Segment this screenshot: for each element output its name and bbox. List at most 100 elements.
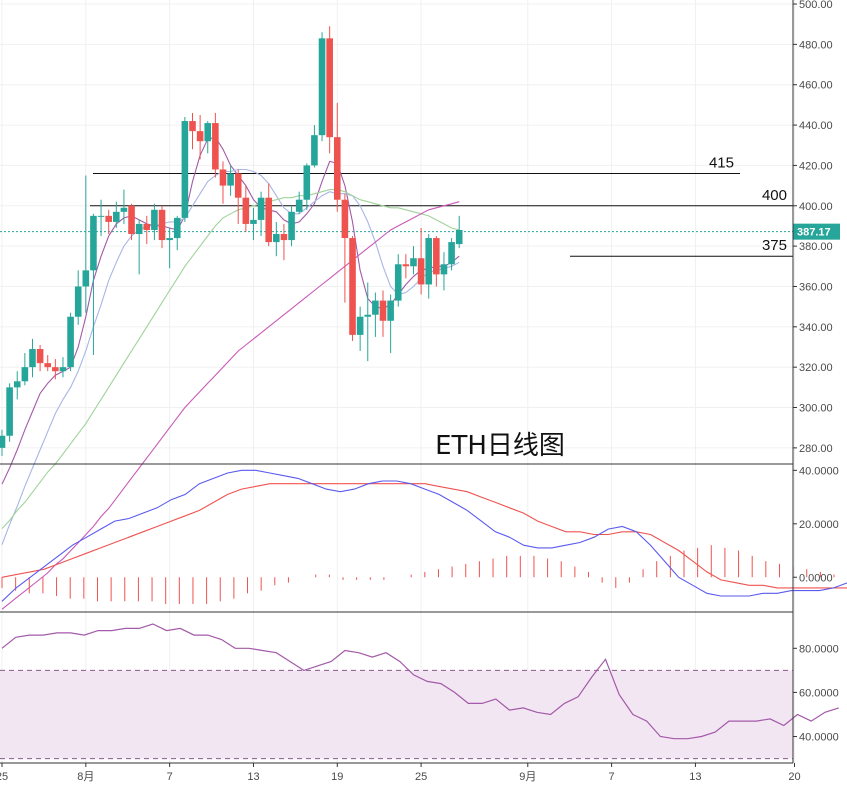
grid-lines [0, 0, 795, 763]
candle-body [372, 300, 379, 315]
candle-body [166, 238, 173, 241]
candle-body [59, 367, 67, 372]
candle-body [288, 211, 295, 241]
candle-body [273, 234, 280, 243]
candle-body [0, 435, 6, 448]
price-tick-label: 500.00 [799, 0, 833, 11]
candle-body [227, 173, 234, 186]
candle-body [204, 123, 212, 142]
candle-body [295, 199, 303, 212]
price-tick-label: 340.00 [799, 322, 833, 334]
support-resistance-levels: 415 400 375 387.17 [0, 154, 840, 257]
candle-body [151, 209, 158, 230]
macd-tick-label: 20.0000 [799, 519, 839, 531]
price-tick-label: 480.00 [799, 39, 833, 51]
candle-body [265, 197, 272, 243]
price-tick-label: 320.00 [799, 362, 833, 374]
date-tick-label: 8月 [77, 771, 94, 783]
candle-body [425, 238, 433, 285]
candle-body [196, 131, 204, 142]
ma-line [1, 201, 460, 610]
candle-body [105, 215, 112, 222]
macd-dea-line [1, 483, 847, 589]
candle-body [433, 238, 440, 275]
candle-body [29, 349, 36, 368]
macd-panel [1, 469, 847, 604]
candle-body [257, 197, 265, 220]
price-tick-label: 280.00 [799, 443, 833, 455]
date-tick-label: 7 [167, 771, 173, 783]
candlestick-series [0, 26, 463, 456]
candle-body [402, 264, 410, 267]
date-tick-label: 13 [247, 771, 259, 783]
last-price-tag [793, 223, 840, 240]
rsi-tick-label: 40.0000 [799, 732, 839, 744]
ma-line [1, 189, 460, 529]
candle-body [52, 367, 59, 372]
candle-body [364, 314, 372, 317]
candle-body [440, 264, 448, 275]
level-label: 415 [709, 154, 734, 171]
price-tick-label: 360.00 [799, 281, 833, 293]
level-label: 375 [762, 237, 787, 254]
macd-dif-line [1, 469, 847, 602]
candle-body [318, 38, 326, 136]
date-tick-label: 19 [331, 771, 343, 783]
candle-body [189, 121, 196, 132]
candle-body [6, 387, 13, 436]
candle-body [250, 219, 257, 224]
candle-body [128, 205, 135, 235]
candle-body [410, 258, 417, 267]
moving-average-lines [1, 136, 460, 610]
candle-body [212, 123, 219, 170]
candle-body [356, 316, 364, 335]
candle-body [341, 199, 349, 239]
axes: 500.00 480.00 460.00 440.00 420.00 400.00 380.… [0, 0, 839, 783]
candle-body [417, 258, 425, 285]
date-tick-label: 7 [609, 771, 615, 783]
candle-body [13, 381, 21, 388]
candle-body [173, 217, 181, 239]
price-tick-label: 440.00 [799, 120, 833, 132]
date-tick-label: 13 [689, 771, 701, 783]
price-tick-label: 300.00 [799, 403, 833, 415]
candle-body [158, 209, 166, 241]
rsi-panel [0, 623, 839, 760]
candle-body [219, 169, 227, 186]
macd-tick-label: 40.0000 [799, 465, 839, 477]
candle-body [234, 173, 242, 198]
candle-body [97, 215, 105, 217]
last-price-label: 387.17 [797, 227, 831, 239]
candle-body [74, 286, 82, 317]
candle-body [326, 38, 333, 138]
candle-body [387, 300, 394, 321]
rsi-tick-label: 80.0000 [799, 643, 839, 655]
date-tick-label: 20 [788, 771, 800, 783]
price-tick-label: 420.00 [799, 160, 833, 172]
candle-body [333, 137, 341, 200]
candle-body [379, 300, 387, 321]
candle-body [90, 215, 97, 271]
date-tick-label: 25 [415, 771, 427, 783]
price-tick-label: 380.00 [799, 241, 833, 253]
candle-body [143, 223, 151, 230]
candle-body [44, 363, 52, 368]
chart-title: ETH日线图 [435, 431, 565, 461]
candle-body [394, 264, 402, 301]
candle-body [67, 316, 74, 368]
candle-body [21, 367, 29, 382]
level-label: 400 [762, 187, 787, 204]
candle-body [448, 242, 455, 265]
rsi-tick-label: 60.0000 [799, 687, 839, 699]
candle-body [242, 197, 250, 224]
candle-body [181, 121, 189, 218]
candle-body [349, 238, 356, 335]
date-tick-label: 25 [0, 771, 8, 783]
macd-tick-label: 0.0000 [799, 572, 833, 584]
candle-body [303, 165, 311, 200]
candle-body [311, 135, 318, 166]
rsi-band-fill [0, 670, 793, 759]
candle-body [135, 223, 143, 235]
candle-body [455, 229, 463, 245]
